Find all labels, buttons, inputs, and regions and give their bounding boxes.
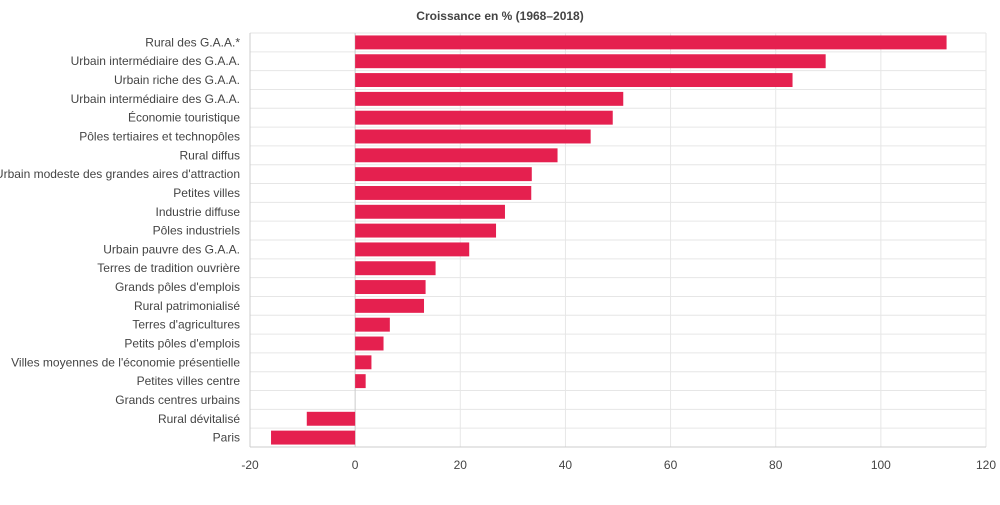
x-tick-label: 20 [454, 458, 468, 472]
category-label: Industrie diffuse [156, 205, 241, 219]
category-label: Urbain intermédiaire des G.A.A. [71, 92, 240, 106]
category-label: Économie touristique [128, 110, 240, 125]
x-tick-label: 100 [871, 458, 891, 472]
category-label: Urbain pauvre des G.A.A. [103, 242, 240, 256]
bar[interactable] [355, 110, 613, 125]
category-label: Grands pôles d'emplois [115, 280, 240, 294]
bar[interactable] [355, 91, 624, 106]
category-label: Petites villes centre [137, 374, 241, 388]
x-tick-label: -20 [241, 458, 259, 472]
bar[interactable] [355, 148, 558, 163]
category-label: Rural dévitalisé [158, 412, 240, 426]
chart-title: Croissance en % (1968–2018) [416, 9, 584, 23]
category-label: Paris [213, 431, 240, 445]
bars [271, 35, 947, 445]
bar[interactable] [355, 223, 497, 238]
category-label: Petites villes [173, 186, 240, 200]
bar[interactable] [355, 129, 591, 144]
bar[interactable] [355, 355, 372, 370]
axes [249, 33, 986, 448]
category-label: Terres d'agricultures [132, 318, 240, 332]
bar[interactable] [355, 54, 826, 69]
category-label: Urbain riche des G.A.A. [114, 73, 240, 87]
bar[interactable] [355, 317, 390, 332]
bar[interactable] [355, 261, 436, 276]
category-label: Urbain intermédiaire des G.A.A. [71, 54, 240, 68]
category-label: Petits pôles d'emplois [124, 337, 240, 351]
category-label: Rural diffus [180, 148, 240, 162]
bar[interactable] [355, 336, 384, 351]
x-tick-label: 120 [976, 458, 996, 472]
category-label: Villes moyennes de l'économie présentiel… [11, 355, 240, 369]
bar[interactable] [355, 73, 793, 88]
category-label: Pôles tertiaires et technopôles [79, 130, 240, 144]
bar[interactable] [355, 185, 532, 200]
bar[interactable] [355, 242, 470, 257]
bar[interactable] [355, 374, 366, 389]
category-label: Grands centres urbains [115, 393, 240, 407]
category-label: Pôles industriels [153, 224, 240, 238]
category-label: Rural des G.A.A.* [145, 35, 240, 49]
bar[interactable] [355, 280, 426, 295]
bar[interactable] [355, 167, 532, 182]
category-label: Rural patrimonialisé [134, 299, 240, 313]
bar[interactable] [355, 298, 425, 313]
bar[interactable] [306, 411, 356, 426]
x-tick-label: 80 [769, 458, 783, 472]
x-tick-label: 40 [559, 458, 573, 472]
bar[interactable] [271, 430, 356, 445]
x-tick-label: 0 [352, 458, 359, 472]
x-tick-labels: -20 0 20 40 60 80 100 120 [241, 458, 996, 472]
bar[interactable] [355, 204, 505, 219]
x-tick-label: 60 [664, 458, 678, 472]
category-label: Terres de tradition ouvrière [97, 261, 240, 275]
bar[interactable] [355, 35, 947, 50]
category-labels: Rural des G.A.A.* Urbain intermédiaire de… [0, 35, 240, 444]
category-label: Urbain modeste des grandes aires d'attra… [0, 167, 240, 181]
